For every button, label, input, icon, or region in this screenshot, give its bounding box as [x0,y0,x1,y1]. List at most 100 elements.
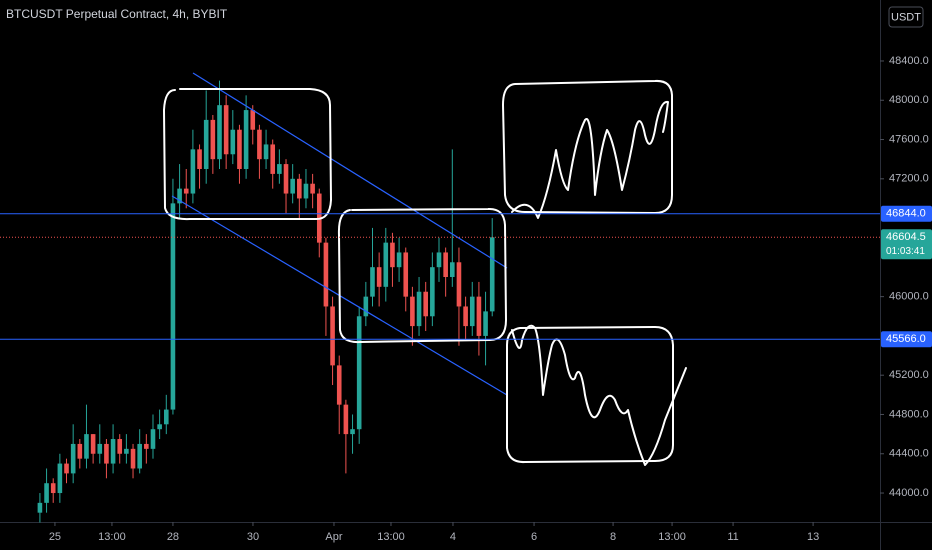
candle-body [110,439,116,464]
candle-body [50,483,56,494]
candle-body [203,119,209,169]
candle-body [150,429,156,449]
candle-body [237,129,242,169]
freehand-box [337,207,507,344]
candle-body [230,129,236,155]
candle-body [157,424,162,430]
candle-body [336,365,342,405]
y-tick-label: 45200.0 [889,369,929,381]
candle-body [376,267,382,287]
candle-body [297,178,302,199]
level-label: 46844.0 [886,208,926,220]
currency-label[interactable]: USDT [891,11,921,23]
candle-body [84,434,89,459]
candle-body [263,144,269,160]
candle-body [489,237,495,312]
candle-body [463,306,468,327]
candle-body [144,443,149,449]
candle-body [390,242,395,268]
candle-body [483,311,488,336]
candle-body [250,110,256,130]
candle-body [330,306,335,366]
channel-line [192,72,508,269]
candle-body [469,296,475,327]
candle-body [430,267,435,317]
candle-body [416,291,422,327]
y-tick-label: 44000.0 [889,487,929,499]
candle-body [124,448,129,454]
freehand-curve [511,100,669,219]
candle-body [163,409,169,425]
candle-body [456,262,462,307]
x-tick-label: 13:00 [658,531,686,543]
x-tick-label: 13:00 [377,531,405,543]
x-tick-label: 11 [727,531,738,543]
candle-body [57,463,63,494]
candle-body [64,463,69,474]
candle-body [403,252,409,297]
candle-body [283,164,289,194]
candle-body [190,149,196,194]
candle-body [117,439,123,454]
candle-body [443,252,448,278]
y-tick-label: 47600.0 [889,133,929,145]
candle-body [303,183,309,199]
last-price-bg [881,229,932,260]
candle-body [323,242,329,307]
candle-body [396,252,402,268]
drawings [163,72,687,466]
level-label: 45566.0 [886,333,926,345]
level-label-bg [881,205,932,222]
last-price-label: 46604.5 [886,231,926,243]
freehand-box [163,88,332,221]
candle-body [310,183,315,194]
candle-body [243,110,249,169]
candle-body [277,164,282,174]
candle-body [210,119,216,160]
x-tick-label: 8 [610,531,616,543]
x-tick-label: 13:00 [98,531,126,543]
candle-body [97,443,103,454]
candle-body [370,267,375,297]
candle-body [356,316,362,430]
currency-button[interactable] [888,6,924,28]
candle-body [183,188,189,194]
y-tick-label: 48000.0 [889,94,929,106]
candle-body [350,429,355,435]
candle-body [410,296,415,327]
candle-body [270,144,276,174]
x-tick-label: 6 [531,531,537,543]
candle-body [104,443,109,464]
candle-body [257,129,262,160]
x-tick-label: Apr [325,531,342,543]
chart-title: BTCUSDT Perpetual Contract, 4h, BYBIT [6,7,228,21]
candle-body [137,443,142,469]
candle-body [450,262,455,278]
candle-body [223,105,229,155]
candle-body [170,203,176,410]
freehand-curve [511,324,687,466]
countdown-label: 01:03:41 [886,246,925,257]
y-tick-label: 44800.0 [889,408,929,420]
candle-body [37,502,43,513]
candle-body [363,296,369,317]
candle-body [476,296,482,336]
candle-body [44,483,49,503]
candle-body [90,434,96,454]
candle-body [197,149,202,169]
candle-body [70,443,76,474]
y-tick-label: 48400.0 [889,55,929,67]
level-label-bg [881,331,932,348]
y-tick-label: 46000.0 [889,291,929,303]
freehand-box [502,79,673,214]
candle-body [383,242,389,287]
x-tick-label: 25 [49,531,61,543]
x-tick-label: 30 [247,531,259,543]
x-tick-label: 28 [167,531,179,543]
candle-body [436,252,442,268]
x-tick-label: 4 [450,531,456,543]
candle-body [130,448,136,469]
candle-body [290,178,295,194]
